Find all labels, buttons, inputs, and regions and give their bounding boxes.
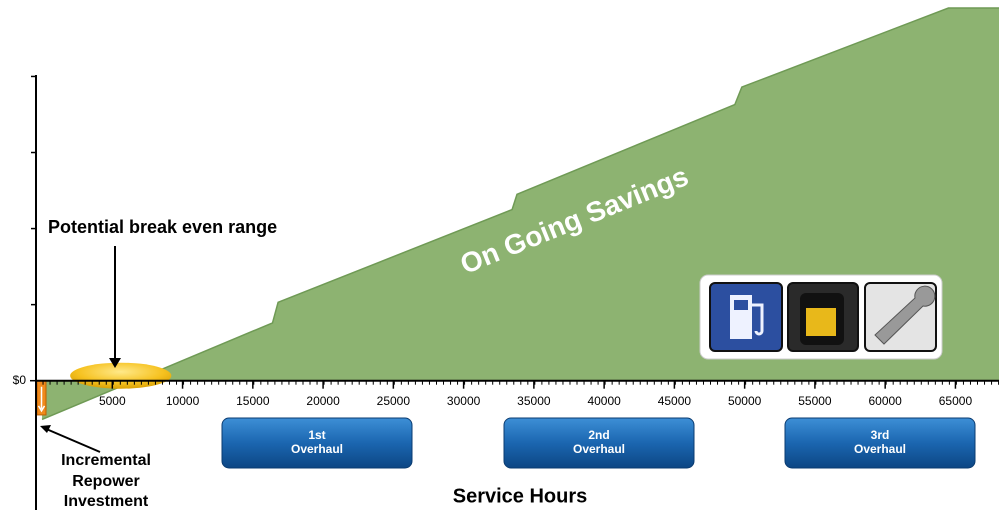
x-axis-label: Service Hours (453, 485, 588, 507)
annotation: Incremental (61, 452, 151, 469)
overhaul-label: 1st (308, 428, 325, 442)
x-tick-label: 50000 (728, 394, 762, 408)
x-tick-label: 60000 (868, 394, 902, 408)
y-tick-label: $0 (13, 373, 27, 387)
overhaul-label: 2nd (588, 428, 609, 442)
overhaul-label: Overhaul (854, 442, 906, 456)
icon-box (699, 274, 943, 360)
x-tick-label: 5000 (99, 394, 126, 408)
annotation: Investment (64, 493, 149, 510)
x-tick-label: 40000 (587, 394, 621, 408)
x-tick-label: 10000 (166, 394, 200, 408)
overhaul-label: Overhaul (573, 442, 625, 456)
overhaul-button (221, 417, 413, 469)
break-even-range (70, 362, 172, 389)
overhaul-button (503, 417, 695, 469)
annotation: Potential break even range (48, 217, 277, 237)
annotation: Repower (72, 473, 140, 490)
investment-arrow (37, 386, 46, 413)
x-tick-label: 20000 (306, 394, 340, 408)
x-tick-label: 15000 (236, 394, 270, 408)
overhaul-label: Overhaul (291, 442, 343, 456)
area-line (41, 7, 999, 421)
x-tick-label: 45000 (658, 394, 692, 408)
x-tick-label: 35000 (517, 394, 551, 408)
x-tick-label: 55000 (798, 394, 832, 408)
overhaul-button (784, 417, 976, 469)
x-tick-label: 25000 (377, 394, 411, 408)
overhaul-label: 3rd (871, 428, 890, 442)
x-tick-label: 30000 (447, 394, 481, 408)
x-tick-label: 65000 (939, 394, 973, 408)
